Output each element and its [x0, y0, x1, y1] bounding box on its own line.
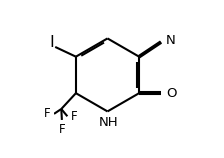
Text: O: O [166, 87, 176, 100]
Text: F: F [70, 110, 77, 123]
Text: N: N [166, 34, 176, 47]
Text: F: F [59, 123, 65, 136]
Text: F: F [44, 107, 51, 120]
Text: NH: NH [98, 116, 118, 129]
Text: I: I [49, 35, 54, 50]
